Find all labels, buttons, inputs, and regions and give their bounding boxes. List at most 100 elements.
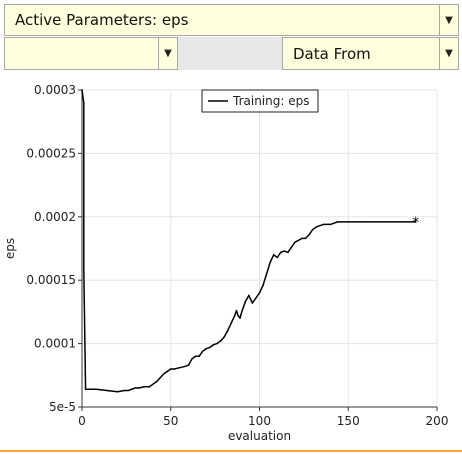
series-point — [233, 315, 236, 317]
series-point — [134, 387, 136, 389]
series-point — [383, 221, 385, 223]
series-point — [143, 386, 145, 388]
series-point — [198, 355, 200, 357]
legend-label: Training: eps — [232, 94, 309, 108]
series-point — [131, 388, 133, 390]
series-point — [239, 317, 241, 319]
series-point — [95, 388, 97, 390]
left-select[interactable]: ▼ — [4, 37, 178, 70]
series-point — [280, 251, 282, 254]
series-point — [83, 266, 85, 269]
series-point — [162, 373, 165, 375]
series-point — [283, 250, 286, 252]
x-tick-label: 50 — [163, 414, 178, 428]
series-end-marker: * — [412, 215, 419, 231]
series-point — [123, 389, 126, 392]
y-tick-label: 0.0003 — [34, 83, 76, 97]
series-point — [152, 383, 154, 385]
series-point — [400, 221, 403, 223]
series-point — [205, 347, 207, 350]
series-point — [312, 228, 314, 231]
data-from-select[interactable]: Data From ▼ — [282, 37, 459, 70]
chevron-down-icon[interactable]: ▼ — [439, 38, 458, 69]
series-point — [127, 389, 129, 392]
chevron-down-icon[interactable]: ▼ — [439, 5, 458, 35]
data-from-label: Data From — [293, 44, 371, 63]
series-point — [178, 366, 181, 369]
x-tick-label: 150 — [337, 414, 360, 428]
series-point — [184, 365, 186, 368]
chart-grid — [82, 89, 438, 407]
series-point — [244, 301, 246, 303]
series-point — [336, 221, 339, 223]
series-point — [159, 377, 161, 379]
active-parameters-select[interactable]: Active Parameters: eps ▼ — [4, 4, 459, 36]
series-point — [202, 350, 204, 352]
series-point — [415, 221, 417, 223]
y-axis-label: eps — [3, 238, 17, 259]
y-tick-label: 0.0001 — [34, 337, 76, 351]
series-point — [294, 241, 296, 243]
series-point — [223, 336, 225, 338]
chart-legend: Training: eps — [201, 89, 319, 113]
bottom-divider — [0, 450, 462, 452]
y-tick-label: 5e-5 — [49, 400, 76, 414]
series-point — [276, 256, 278, 259]
series-point — [301, 237, 303, 240]
series-point — [230, 322, 232, 325]
series-point — [237, 315, 239, 317]
series-point — [191, 358, 193, 360]
x-axis-label: evaluation — [228, 429, 291, 443]
series-point — [249, 298, 252, 300]
series-point — [138, 387, 140, 389]
series-point — [84, 388, 87, 390]
series-line-0 — [81, 89, 417, 393]
series-point — [116, 391, 119, 393]
series-point — [235, 309, 238, 312]
series-point — [219, 340, 222, 342]
x-tick-label: 200 — [426, 414, 449, 428]
series-point — [173, 368, 175, 370]
series-point — [216, 342, 218, 345]
series-point — [308, 233, 310, 236]
chevron-down-icon[interactable]: ▼ — [158, 38, 177, 69]
eps-line-chart: 0 50 100 150 200 5e-5 0.0001 0.00015 0.0002 0.000… — [3, 83, 448, 443]
series-point — [209, 346, 211, 349]
series-point — [83, 101, 85, 104]
series-point — [322, 223, 325, 226]
series-point — [329, 223, 332, 226]
toolbar-spacer — [178, 37, 282, 70]
legend-box — [201, 89, 319, 113]
series-point — [255, 297, 257, 299]
series-point — [212, 344, 215, 346]
series-point — [106, 389, 108, 392]
series-point — [258, 292, 261, 294]
series-point — [170, 368, 172, 370]
series-point — [265, 273, 268, 275]
series-point — [251, 302, 254, 304]
y-tick-label: 0.00025 — [26, 146, 76, 160]
y-tick-label: 0.00015 — [26, 273, 76, 287]
series-point — [347, 221, 349, 223]
series-point — [194, 355, 197, 357]
series-point — [248, 294, 250, 297]
x-tick-label: 0 — [78, 414, 86, 428]
series-point — [81, 89, 83, 91]
series-point — [287, 251, 289, 254]
series-point — [262, 284, 264, 286]
series-point — [315, 226, 317, 228]
series-point — [365, 221, 367, 223]
series-point — [269, 261, 271, 264]
series-point — [187, 364, 190, 366]
series-point — [84, 387, 87, 389]
y-tick-label: 0.0002 — [34, 210, 76, 224]
active-parameters-label: Active Parameters: eps — [15, 11, 189, 29]
series-point — [226, 330, 229, 332]
series-point — [304, 237, 307, 240]
series-point — [273, 254, 275, 256]
series-point — [241, 311, 243, 313]
chart-series: * — [81, 89, 419, 393]
series-point — [155, 380, 158, 383]
chart-ticks: 0 50 100 150 200 5e-5 0.0001 0.00015 0.0002 0.000… — [26, 83, 448, 428]
series-point — [148, 386, 151, 388]
